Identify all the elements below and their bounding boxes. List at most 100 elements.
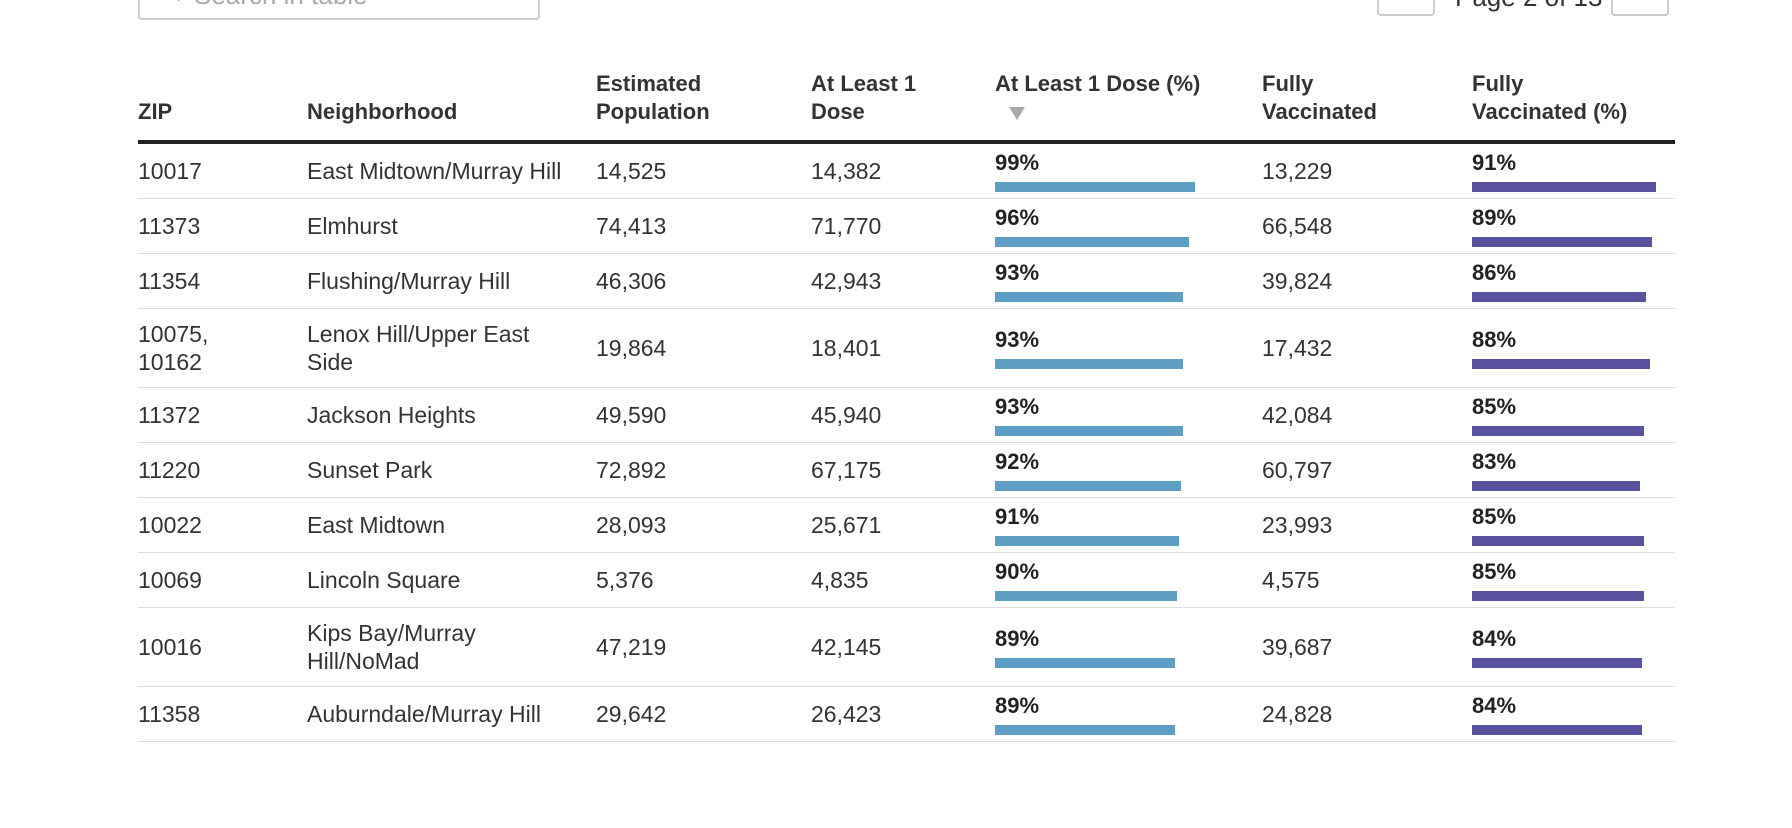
percent-label: 93% <box>995 327 1040 352</box>
percent-bar <box>1472 536 1644 546</box>
cell: 42,084 <box>1262 402 1333 428</box>
table-row: 11358 Auburndale/Murray Hill 29,642 26,423 8… <box>138 687 1675 742</box>
percent-bar <box>995 481 1181 491</box>
cell: 18,401 <box>811 335 882 361</box>
cell: 66,548 <box>1262 213 1333 239</box>
cell: 13,229 <box>1262 158 1333 184</box>
percent-bar <box>995 292 1183 302</box>
percent-bar <box>995 658 1175 668</box>
percent-cell: 83% <box>1472 443 1675 497</box>
next-page-button[interactable] <box>1611 0 1669 16</box>
percent-cell: 91% <box>1472 144 1675 198</box>
percent-bar <box>1472 658 1642 668</box>
cell: Flushing/Murray Hill <box>307 268 511 294</box>
cell: 4,575 <box>1262 567 1320 593</box>
percent-label: 96% <box>995 205 1040 230</box>
percent-cell: 92% <box>995 443 1262 497</box>
cell: 74,413 <box>596 213 667 239</box>
percent-label: 84% <box>1472 693 1517 718</box>
percent-bar <box>1472 359 1650 369</box>
percent-bar <box>1472 481 1640 491</box>
cell: 10069 <box>138 567 202 593</box>
cell: 11220 <box>138 457 201 483</box>
percent-bar <box>995 237 1189 247</box>
search-placeholder: Search in table <box>194 0 367 11</box>
cell: 5,376 <box>596 567 654 593</box>
cell: 14,525 <box>596 158 667 184</box>
percent-label: 93% <box>995 260 1040 285</box>
search-box[interactable]: Search in table <box>138 0 540 20</box>
percent-label: 99% <box>995 150 1040 175</box>
percent-label: 90% <box>995 559 1040 584</box>
column-header[interactable]: Neighborhood <box>307 98 596 126</box>
percent-cell: 93% <box>995 388 1262 442</box>
percent-cell: 99% <box>995 144 1262 198</box>
cell: 23,993 <box>1262 512 1333 538</box>
column-header-text: ZIP <box>138 99 173 124</box>
cell: 42,145 <box>811 634 882 660</box>
table-row: 10022 East Midtown 28,093 25,671 91% 23,993 85… <box>138 498 1675 553</box>
cell: East Midtown/Murray Hill <box>307 158 562 184</box>
cell: 28,093 <box>596 512 667 538</box>
cell: 11354 <box>138 268 201 294</box>
prev-page-button[interactable] <box>1377 0 1435 16</box>
table-row: 11372 Jackson Heights 49,590 45,940 93% 42,08… <box>138 388 1675 443</box>
percent-cell: 90% <box>995 553 1262 607</box>
cell: 67,175 <box>811 457 882 483</box>
percent-bar <box>1472 426 1644 436</box>
percent-bar <box>995 591 1177 601</box>
percent-bar <box>1472 591 1644 601</box>
column-header[interactable]: Fully Vaccinated (%) <box>1472 70 1675 126</box>
percent-label: 85% <box>1472 504 1517 529</box>
cell: 46,306 <box>596 268 667 294</box>
column-header-text: At Least 1 Dose <box>811 71 917 124</box>
percent-cell: 89% <box>995 620 1262 674</box>
cell: 47,219 <box>596 634 667 660</box>
percent-label: 89% <box>995 626 1040 651</box>
percent-bar <box>995 182 1195 192</box>
percent-label: 93% <box>995 394 1040 419</box>
cell: 11358 <box>138 701 201 727</box>
percent-cell: 85% <box>1472 498 1675 552</box>
cell: East Midtown <box>307 512 446 538</box>
table-row: 11354 Flushing/Murray Hill 46,306 42,943 93%… <box>138 254 1675 309</box>
cell: 25,671 <box>811 512 882 538</box>
cell: 19,864 <box>596 335 667 361</box>
cell: Lenox Hill/Upper East Side <box>307 321 530 375</box>
column-header[interactable]: ZIP <box>138 98 307 126</box>
column-header[interactable]: Fully Vaccinated <box>1262 70 1472 126</box>
table-row: 10069 Lincoln Square 5,376 4,835 90% 4,575 85% <box>138 553 1675 608</box>
percent-bar <box>995 359 1183 369</box>
percent-label: 84% <box>1472 626 1517 651</box>
table: ZIP Neighborhood Estimated Population At Le… <box>138 70 1675 742</box>
percent-bar <box>1472 725 1642 735</box>
column-header[interactable]: At Least 1 Dose (%) <box>995 70 1262 126</box>
cell: 10075, 10162 <box>138 321 209 375</box>
cell: 42,943 <box>811 268 882 294</box>
column-header[interactable]: Estimated Population <box>596 70 811 126</box>
cell: Elmhurst <box>307 213 398 239</box>
cell: 10017 <box>138 158 202 184</box>
cell: 24,828 <box>1262 701 1333 727</box>
column-header-text: Estimated Population <box>596 71 710 124</box>
column-header-text: Neighborhood <box>307 99 458 124</box>
percent-cell: 88% <box>1472 321 1675 375</box>
cell: 71,770 <box>811 213 882 239</box>
cell: 11373 <box>138 213 201 239</box>
page-indicator: Page 2 of 13 <box>1455 0 1602 13</box>
percent-cell: 86% <box>1472 254 1675 308</box>
cell: Jackson Heights <box>307 402 476 428</box>
cell: 26,423 <box>811 701 882 727</box>
percent-label: 92% <box>995 449 1040 474</box>
column-header[interactable]: At Least 1 Dose <box>811 70 995 126</box>
percent-cell: 85% <box>1472 388 1675 442</box>
sort-indicator[interactable] <box>1009 106 1025 120</box>
percent-cell: 85% <box>1472 553 1675 607</box>
cell: Auburndale/Murray Hill <box>307 701 541 727</box>
percent-label: 89% <box>1472 205 1517 230</box>
cell: 11372 <box>138 402 201 428</box>
table-row: 10075, 10162 Lenox Hill/Upper East Side 19… <box>138 309 1675 388</box>
cell: 39,824 <box>1262 268 1333 294</box>
table-row: 10016 Kips Bay/Murray Hill/NoMad 47,219 42,… <box>138 608 1675 687</box>
